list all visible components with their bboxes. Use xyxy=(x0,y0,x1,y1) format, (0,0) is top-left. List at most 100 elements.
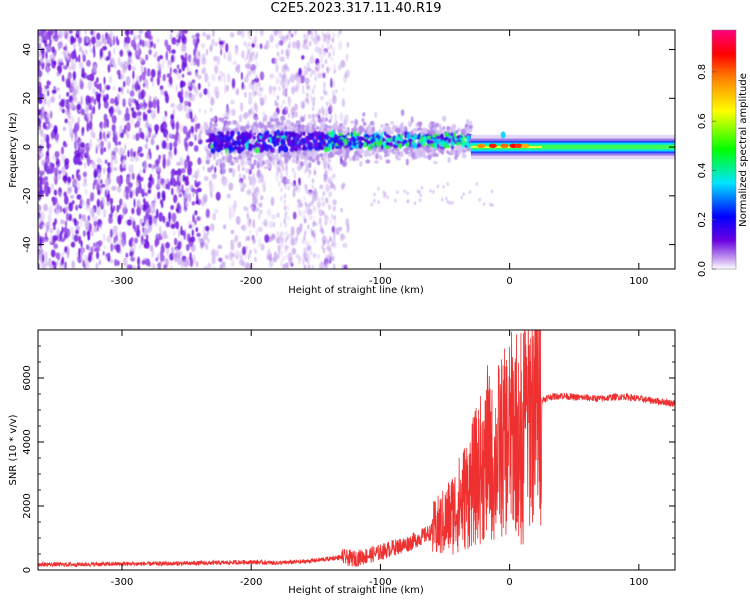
spectrogram-noise-cell xyxy=(137,34,142,40)
spectrogram-noise-cell xyxy=(259,209,263,215)
spectrogram-noise-cell xyxy=(65,101,70,110)
spectrogram-band-cell xyxy=(397,142,403,149)
spectrogram-noise-cell xyxy=(238,114,243,123)
spectrogram-noise-cell xyxy=(338,40,343,51)
spectrogram-noise-cell xyxy=(317,108,322,115)
spectrogram-noise-cell xyxy=(157,191,161,200)
spectrogram-band-cell xyxy=(306,122,311,126)
spectrogram-noise-cell xyxy=(129,172,133,181)
spectrogram-noise-cell xyxy=(328,178,331,184)
spectrogram-noise-cell xyxy=(97,92,102,98)
spectrogram-noise-cell xyxy=(135,54,141,60)
spectrogram-noise-cell xyxy=(309,30,313,35)
spectrogram-noise-cell xyxy=(66,92,70,97)
spectrogram-noise-cell xyxy=(197,157,202,166)
spectrogram-noise-cell xyxy=(256,81,262,87)
spectrogram-noise-cell xyxy=(214,65,219,74)
spectrogram-noise-cell xyxy=(143,66,147,76)
spectrogram-noise-cell xyxy=(128,182,133,188)
spectrogram-noise-cell xyxy=(113,47,116,55)
spectrogram-noise-cell xyxy=(178,193,183,198)
spectrogram-noise-cell xyxy=(106,118,109,128)
spectrogram-band-cell xyxy=(269,134,273,139)
spectrogram-noise-cell xyxy=(321,31,324,37)
spectrogram-band-cell xyxy=(342,129,346,136)
snr-y-label: SNR (10 * v/v) xyxy=(8,414,19,485)
spectrogram-noise-cell xyxy=(157,56,161,62)
spectrogram-noise-cell xyxy=(130,30,134,35)
spectrogram-noise-cell xyxy=(40,129,44,138)
spectrogram-noise-cell xyxy=(287,185,290,191)
spectrogram-band-cell xyxy=(213,116,217,122)
spectrogram-band-cell xyxy=(280,143,283,150)
spectrogram-noise-cell xyxy=(51,46,55,54)
spectrogram-noise-cell xyxy=(102,37,108,45)
spectrogram-noise-cell xyxy=(228,205,232,215)
spectrogram-noise-cell xyxy=(158,65,162,73)
spectrogram-noise-cell xyxy=(189,257,194,268)
spectrogram-noise-cell xyxy=(126,121,131,132)
spectrogram-noise-cell xyxy=(108,216,113,224)
spectrogram-noise-cell xyxy=(326,109,329,115)
spectrogram-noise-cell xyxy=(312,205,316,211)
spectrogram-noise-cell xyxy=(151,80,154,87)
spectrogram-band-cell xyxy=(383,130,387,136)
spectrogram-noise-cell xyxy=(70,50,76,60)
spectrogram-band-cell xyxy=(380,124,384,128)
spectrogram-band-cell xyxy=(379,155,383,161)
spectrogram-band-cell xyxy=(396,140,402,145)
spectrogram-band-cell xyxy=(491,203,494,207)
spectrogram-noise-cell xyxy=(206,34,211,40)
spectrogram-y-tick-label: 40 xyxy=(22,43,33,56)
spectrogram-noise-cell xyxy=(197,187,202,193)
spectrogram-noise-cell xyxy=(321,244,324,250)
spectrogram-noise-cell xyxy=(124,154,127,161)
spectrogram-noise-cell xyxy=(102,251,105,256)
spectrogram-noise-cell xyxy=(322,210,325,216)
spectrogram-band-cell xyxy=(373,199,376,203)
spectrogram-band-cell xyxy=(396,190,399,194)
spectrogram-band-cell xyxy=(229,149,232,153)
spectrogram-noise-cell xyxy=(319,184,324,190)
spectrogram-band-cell xyxy=(386,195,389,199)
snr-x-tick-label: -200 xyxy=(240,577,263,588)
spectrogram-noise-cell xyxy=(111,115,117,124)
spectrogram-noise-cell xyxy=(146,234,149,240)
spectrogram-noise-cell xyxy=(280,81,283,86)
spectrogram-noise-cell xyxy=(58,170,62,175)
spectrogram-noise-cell xyxy=(96,77,99,83)
spectrogram-noise-cell xyxy=(100,140,104,148)
spectrogram-hot-spot xyxy=(500,143,509,149)
spectrogram-noise-cell xyxy=(253,238,256,244)
spectrogram-noise-cell xyxy=(215,191,221,201)
spectrogram-band-cell xyxy=(365,159,371,164)
spectrogram-band-cell xyxy=(307,156,313,161)
spectrogram-noise-cell xyxy=(65,78,71,88)
spectrogram-noise-cell xyxy=(96,243,100,250)
spectrogram-noise-cell xyxy=(81,50,85,57)
spectrogram-y-tick-label: -20 xyxy=(22,188,33,204)
spectrogram-noise-cell xyxy=(48,213,52,224)
spectrogram-noise-cell xyxy=(117,216,122,225)
snr-y-tick-label: 4000 xyxy=(22,429,33,454)
spectrogram-noise-cell xyxy=(202,31,206,37)
spectrogram-noise-cell xyxy=(209,44,213,52)
spectrogram-noise-cell xyxy=(337,64,342,71)
spectrogram-noise-cell xyxy=(257,169,260,177)
spectrogram-noise-cell xyxy=(303,264,306,269)
spectrogram-noise-cell xyxy=(106,235,112,244)
colorbar-tick-label: 0.6 xyxy=(697,113,708,129)
spectrogram-noise-cell xyxy=(86,122,90,132)
spectrogram-noise-cell xyxy=(307,31,310,37)
spectrogram-band-cell xyxy=(247,159,251,165)
spectrogram-band-cell xyxy=(373,192,376,197)
spectrogram-noise-cell xyxy=(151,164,155,173)
spectrogram-noise-cell xyxy=(280,104,283,109)
spectrogram-noise-cell xyxy=(187,79,192,87)
spectrogram-noise-cell xyxy=(189,111,193,120)
spectrogram-noise-cell xyxy=(150,109,156,118)
spectrogram-noise-cell xyxy=(195,182,200,188)
spectrogram-noise-cell xyxy=(235,65,238,73)
spectrogram-band-cell xyxy=(265,158,271,166)
spectrogram-noise-cell xyxy=(101,122,105,130)
